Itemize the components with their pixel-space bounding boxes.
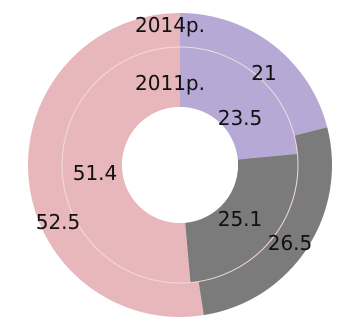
outer-slice-pink — [28, 13, 204, 317]
slices-group — [28, 13, 332, 317]
data-label-outer-purple: 21 — [251, 61, 276, 85]
inner-slice-purple — [180, 47, 298, 160]
inner-slice-gray — [185, 153, 298, 283]
data-label-outer-gray: 26.5 — [268, 231, 313, 255]
inner-slice-pink — [62, 47, 191, 283]
ring-label-outer: 2014р. — [135, 13, 205, 37]
data-label-inner-purple: 23.5 — [218, 106, 263, 130]
donut-hole — [122, 107, 238, 223]
data-label-outer-pink: 52.5 — [36, 210, 81, 234]
ring-separator — [61, 46, 299, 284]
data-label-inner-pink: 51.4 — [73, 161, 118, 185]
outer-slice-purple — [180, 13, 328, 136]
ring-label-inner: 2011р. — [135, 71, 205, 95]
data-label-inner-gray: 25.1 — [218, 207, 263, 231]
outer-slice-gray — [198, 127, 332, 316]
